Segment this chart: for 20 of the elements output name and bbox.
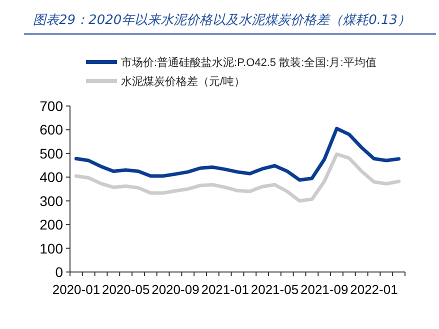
- y-tick-label: 200: [40, 216, 64, 233]
- y-tick-label: 700: [40, 98, 64, 114]
- x-tick-label: 2022-01: [350, 282, 398, 297]
- y-tick-label: 500: [40, 145, 64, 162]
- x-tick-label: 2020-01: [52, 282, 100, 297]
- x-tick-label: 2020-09: [152, 282, 200, 297]
- x-tick-label: 2021-09: [300, 282, 348, 297]
- y-tick-label: 0: [55, 264, 64, 280]
- y-tick-label: 400: [40, 169, 64, 186]
- legend-label: 水泥煤炭价格差（元/吨）: [121, 75, 246, 88]
- x-tick-label: 2021-01: [201, 282, 249, 297]
- line-series: [74, 126, 401, 182]
- legend-label: 市场价:普通硅酸盐水泥:P.O42.5 散装:全国:月:平均值: [121, 56, 376, 69]
- chart-title: 图表29：2020年以来水泥价格以及水泥煤炭价格差（煤耗0.13）: [33, 13, 411, 28]
- x-tick-label: 2020-05: [102, 282, 150, 297]
- y-tick-label: 100: [40, 240, 64, 256]
- line-series: [74, 152, 401, 203]
- x-tick-label: 2021-05: [250, 282, 299, 297]
- y-tick-label: 600: [40, 122, 64, 138]
- y-tick-label: 300: [40, 192, 64, 209]
